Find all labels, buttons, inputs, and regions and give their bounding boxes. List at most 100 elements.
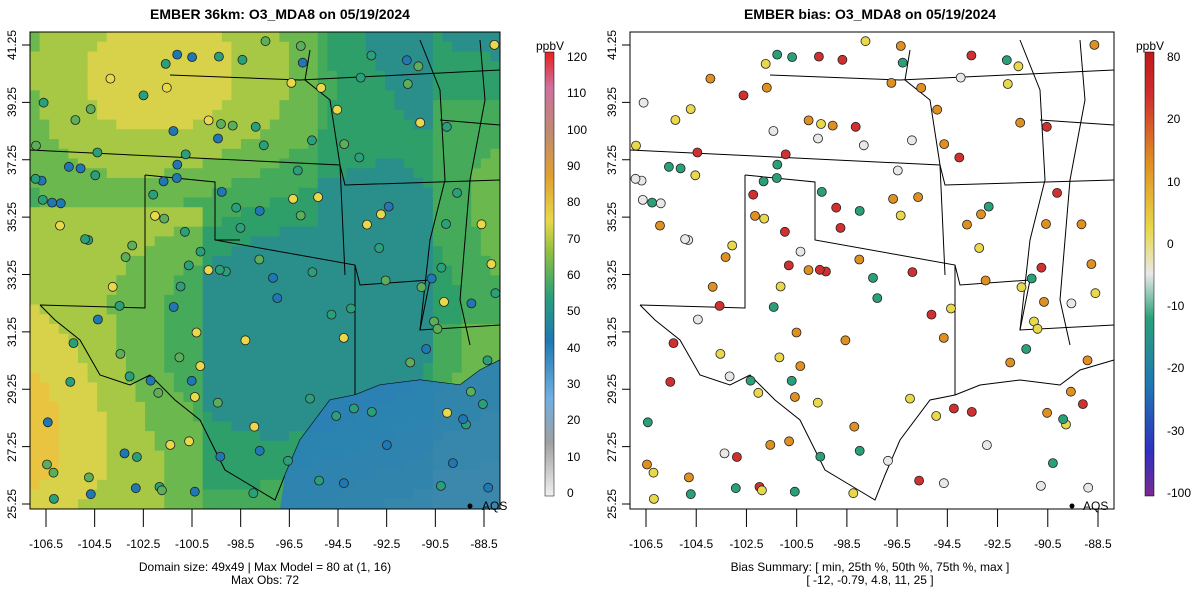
field-cell	[30, 314, 41, 325]
field-cell	[154, 61, 165, 72]
field-cell	[145, 90, 156, 101]
y-tick-label: 29.25	[605, 374, 619, 405]
field-cell	[231, 392, 242, 403]
field-cell	[260, 148, 271, 160]
field-cell	[480, 226, 491, 237]
field-cell	[164, 479, 175, 491]
field-cell	[269, 70, 280, 82]
station-marker	[1090, 288, 1101, 299]
field-cell	[423, 139, 434, 150]
field-cell	[221, 314, 232, 325]
field-cell	[250, 460, 261, 471]
legend-dot	[467, 503, 473, 509]
field-cell	[221, 324, 232, 335]
field-cell	[269, 158, 280, 169]
field-cell	[202, 401, 213, 413]
field-cell	[87, 178, 98, 189]
field-cell	[193, 51, 204, 62]
field-cell	[49, 460, 60, 471]
field-cell	[288, 236, 300, 247]
field-cell	[279, 372, 290, 383]
field-cell	[68, 421, 79, 432]
field-cell	[269, 246, 280, 257]
field-cell	[241, 168, 252, 179]
station-marker	[655, 220, 665, 231]
field-cell	[308, 372, 319, 383]
field-cell	[221, 411, 232, 422]
field-cell	[39, 275, 50, 286]
station-marker	[402, 79, 413, 89]
x-tick-label: -102.5	[729, 537, 764, 551]
field-cell	[298, 353, 309, 364]
field-cell	[336, 353, 348, 364]
field-cell	[193, 285, 204, 296]
field-cell	[173, 431, 184, 442]
field-cell	[346, 80, 357, 91]
field-cell	[346, 343, 357, 354]
field-cell	[135, 372, 146, 383]
field-cell	[145, 32, 156, 43]
field-cell	[145, 129, 156, 140]
field-cell	[308, 285, 319, 296]
station-marker	[447, 458, 458, 469]
field-cell	[260, 255, 271, 267]
field-cell	[404, 197, 415, 208]
field-cell	[317, 51, 328, 62]
field-cell	[490, 246, 501, 257]
field-cell	[394, 41, 405, 52]
field-cell	[279, 294, 290, 306]
field-cell	[490, 109, 501, 121]
field-cell	[202, 236, 213, 247]
field-cell	[442, 61, 453, 72]
station-marker	[80, 234, 90, 245]
station-marker	[724, 371, 735, 382]
field-cell	[135, 109, 146, 121]
field-cell	[260, 197, 271, 208]
station-marker	[120, 252, 131, 263]
field-cell	[221, 285, 232, 296]
field-cell	[87, 246, 98, 257]
field-cell	[375, 100, 386, 111]
field-cell	[288, 255, 300, 267]
field-cell	[77, 255, 89, 267]
field-cell	[49, 362, 60, 374]
field-cell	[384, 362, 395, 374]
field-cell	[30, 362, 41, 374]
x-tick-label: -106.5	[28, 537, 64, 551]
station-marker	[1082, 355, 1093, 366]
field-cell	[413, 265, 424, 276]
field-cell	[193, 450, 204, 461]
field-cell	[317, 119, 328, 130]
field-cell	[164, 314, 175, 325]
station-marker	[405, 357, 416, 368]
field-cell	[58, 460, 69, 471]
field-cell	[432, 90, 443, 101]
field-cell	[135, 343, 146, 354]
field-cell	[336, 304, 348, 315]
field-cell	[30, 382, 41, 393]
field-cell	[461, 265, 472, 276]
right-caption-line1: Bias Summary: [ min, 25th %, 50th %, 75t…	[730, 560, 1010, 574]
field-cell	[116, 246, 127, 257]
field-cell	[480, 265, 491, 276]
field-cell	[490, 353, 501, 364]
field-cell	[221, 440, 232, 452]
field-cell	[413, 100, 424, 111]
field-cell	[106, 324, 117, 335]
station-marker	[715, 348, 726, 359]
field-cell	[125, 148, 137, 160]
station-marker	[668, 338, 679, 349]
field-cell	[145, 226, 156, 237]
field-cell	[231, 139, 242, 150]
field-cell	[413, 372, 424, 383]
field-cell	[49, 421, 60, 432]
field-cell	[394, 236, 405, 247]
field-cell	[212, 304, 223, 315]
field-cell	[58, 148, 69, 160]
field-cell	[212, 148, 223, 160]
field-cell	[164, 431, 175, 442]
field-cell	[68, 226, 79, 237]
station-marker	[249, 421, 260, 432]
field-cell	[269, 411, 280, 422]
field-cell	[365, 158, 376, 169]
